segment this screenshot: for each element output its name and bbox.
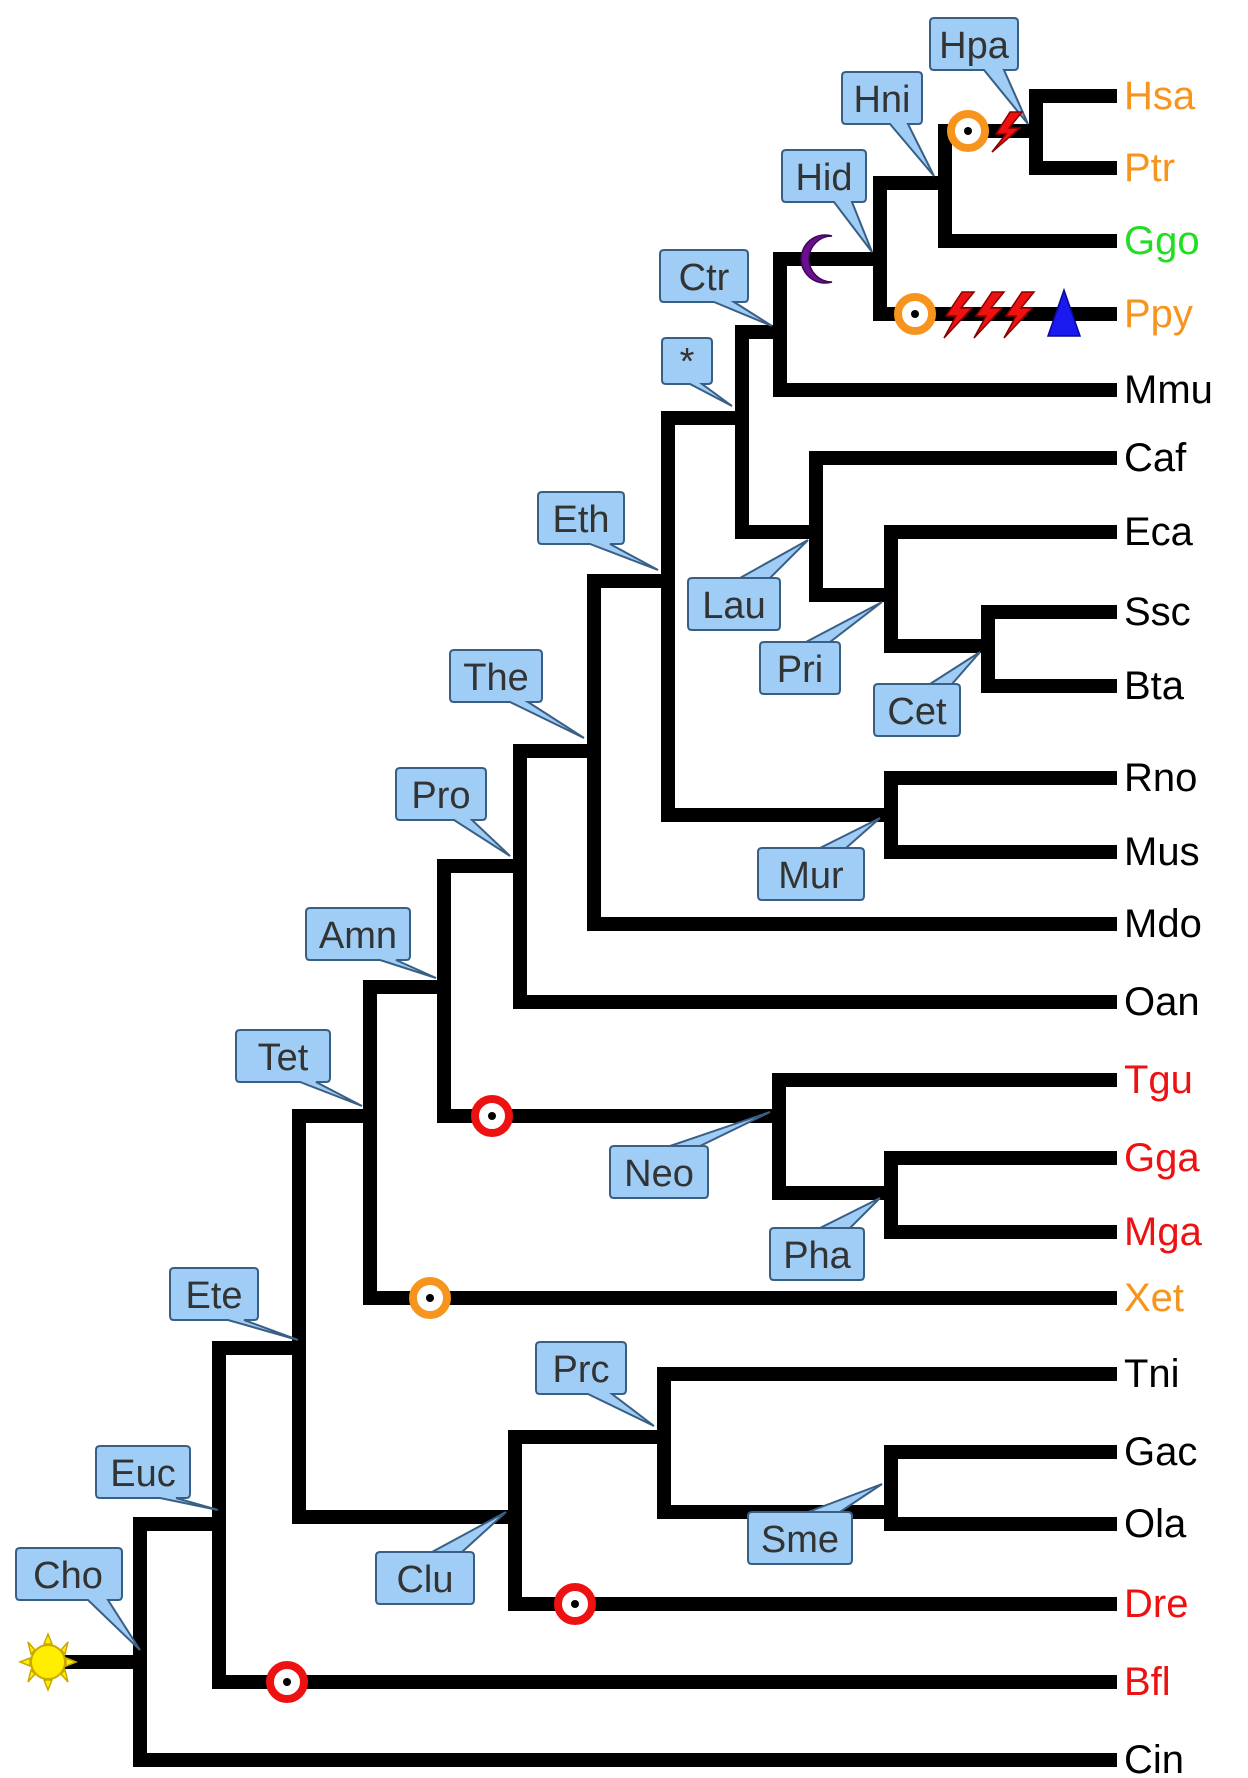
branch-eth xyxy=(661,411,749,822)
node-callout-ete: Ete xyxy=(169,1267,299,1341)
node-callout-lau: Lau xyxy=(687,539,809,631)
node-label-euc: Euc xyxy=(110,1453,175,1495)
branch-the xyxy=(587,574,675,931)
leaf-label-oan: Oan xyxy=(1124,980,1200,1024)
node-label-pha: Pha xyxy=(783,1235,851,1277)
leaf-label-rno: Rno xyxy=(1124,756,1197,800)
leaf-label-mdo: Mdo xyxy=(1124,902,1202,946)
node-label-ete: Ete xyxy=(185,1275,242,1317)
leaf-label-ptr: Ptr xyxy=(1124,146,1175,190)
tree-branches xyxy=(55,89,1117,1767)
red-ring-icon xyxy=(266,1661,308,1703)
node-callout-pri: Pri xyxy=(759,601,883,695)
node-callout-eth: Eth xyxy=(537,491,659,571)
leaf-label-mmu: Mmu xyxy=(1124,368,1213,412)
lightning-icon xyxy=(943,291,1036,339)
leaf-label-ola: Ola xyxy=(1124,1502,1187,1546)
node-label-amn: Amn xyxy=(319,915,397,957)
node-callout-clu: Clu xyxy=(375,1511,507,1605)
leaf-label-mga: Mga xyxy=(1124,1210,1203,1254)
node-callout-mur: Mur xyxy=(757,817,881,901)
node-callout-amn: Amn xyxy=(305,907,437,979)
node-callout-hpa: Hpa xyxy=(929,17,1029,125)
branch-tet xyxy=(363,980,451,1305)
node-label-star: * xyxy=(680,341,695,383)
node-callout-hni: Hni xyxy=(841,71,935,177)
leaf-label-xet: Xet xyxy=(1124,1276,1184,1320)
leaf-label-tgu: Tgu xyxy=(1124,1058,1193,1102)
node-callout-pro: Pro xyxy=(395,767,511,857)
node-callout-neo: Neo xyxy=(609,1111,771,1199)
node-label-pri: Pri xyxy=(777,649,823,691)
leaf-labels: Hsa Ptr Ggo Ppy Mmu Caf Eca Ssc Bta Rno … xyxy=(1124,74,1213,1778)
node-callout-euc: Euc xyxy=(95,1445,219,1511)
node-label-mur: Mur xyxy=(778,855,844,897)
node-label-ctr: Ctr xyxy=(679,257,730,299)
node-label-lau: Lau xyxy=(702,585,765,627)
node-label-hni: Hni xyxy=(853,79,910,121)
branch-star xyxy=(735,325,787,539)
leaf-label-hsa: Hsa xyxy=(1124,74,1196,118)
node-label-the: The xyxy=(463,657,528,699)
event-markers xyxy=(17,110,1082,1703)
branch-euc xyxy=(212,1341,306,1689)
node-label-cet: Cet xyxy=(887,691,947,733)
leaf-label-gac: Gac xyxy=(1124,1430,1197,1474)
node-callout-prc: Prc xyxy=(535,1341,655,1427)
node-callout-sme: Sme xyxy=(747,1483,883,1565)
node-label-hpa: Hpa xyxy=(939,25,1010,67)
branch-clu xyxy=(292,1430,522,1524)
node-label-hid: Hid xyxy=(795,157,852,199)
leaf-label-bta: Bta xyxy=(1124,664,1185,708)
leaf-label-ggo: Ggo xyxy=(1124,219,1200,263)
node-label-pro: Pro xyxy=(411,775,470,817)
red-ring-icon xyxy=(554,1583,596,1625)
red-ring-icon xyxy=(471,1095,513,1137)
node-label-eth: Eth xyxy=(552,499,609,541)
node-label-prc: Prc xyxy=(553,1349,610,1391)
leaf-label-dre: Dre xyxy=(1124,1582,1188,1626)
leaf-label-ppy: Ppy xyxy=(1124,292,1193,336)
crescent-icon xyxy=(800,234,833,284)
node-label-cho: Cho xyxy=(33,1555,103,1597)
node-callout-ctr: Ctr xyxy=(659,249,773,327)
leaf-label-tni: Tni xyxy=(1124,1352,1180,1396)
node-callout-cet: Cet xyxy=(873,651,981,737)
leaf-label-cin: Cin xyxy=(1124,1738,1184,1778)
node-callout-cho: Cho xyxy=(15,1547,141,1651)
node-callouts: Cho Euc Ete Tet Amn Pro The xyxy=(15,17,1029,1651)
branch-amn xyxy=(437,859,527,1123)
leaf-label-bfl: Bfl xyxy=(1124,1660,1171,1704)
node-callout-hid: Hid xyxy=(781,149,873,253)
node-label-tet: Tet xyxy=(258,1037,309,1079)
lightning-icon xyxy=(991,111,1024,153)
sun-icon xyxy=(17,1631,79,1693)
branch-pro xyxy=(513,744,601,1009)
node-callout-the: The xyxy=(449,649,585,739)
branch-clu-top xyxy=(508,1430,1117,1611)
node-callout-pha: Pha xyxy=(769,1197,881,1281)
node-label-clu: Clu xyxy=(396,1559,453,1601)
orange-ring-icon xyxy=(409,1277,451,1319)
leaf-label-mus: Mus xyxy=(1124,830,1200,874)
orange-ring-icon xyxy=(947,110,989,152)
triangle-icon xyxy=(1046,287,1082,337)
leaf-label-caf: Caf xyxy=(1124,436,1187,480)
branch-ete xyxy=(292,1109,377,1524)
orange-ring-icon xyxy=(894,293,936,335)
leaf-label-ssc: Ssc xyxy=(1124,590,1191,634)
leaf-label-eca: Eca xyxy=(1124,510,1194,554)
leaf-label-gga: Gga xyxy=(1124,1136,1200,1180)
branch-cho xyxy=(133,1517,226,1767)
node-callout-star: * xyxy=(661,337,733,407)
node-label-sme: Sme xyxy=(761,1519,839,1561)
node-callout-tet: Tet xyxy=(235,1029,363,1107)
node-label-neo: Neo xyxy=(624,1153,694,1195)
